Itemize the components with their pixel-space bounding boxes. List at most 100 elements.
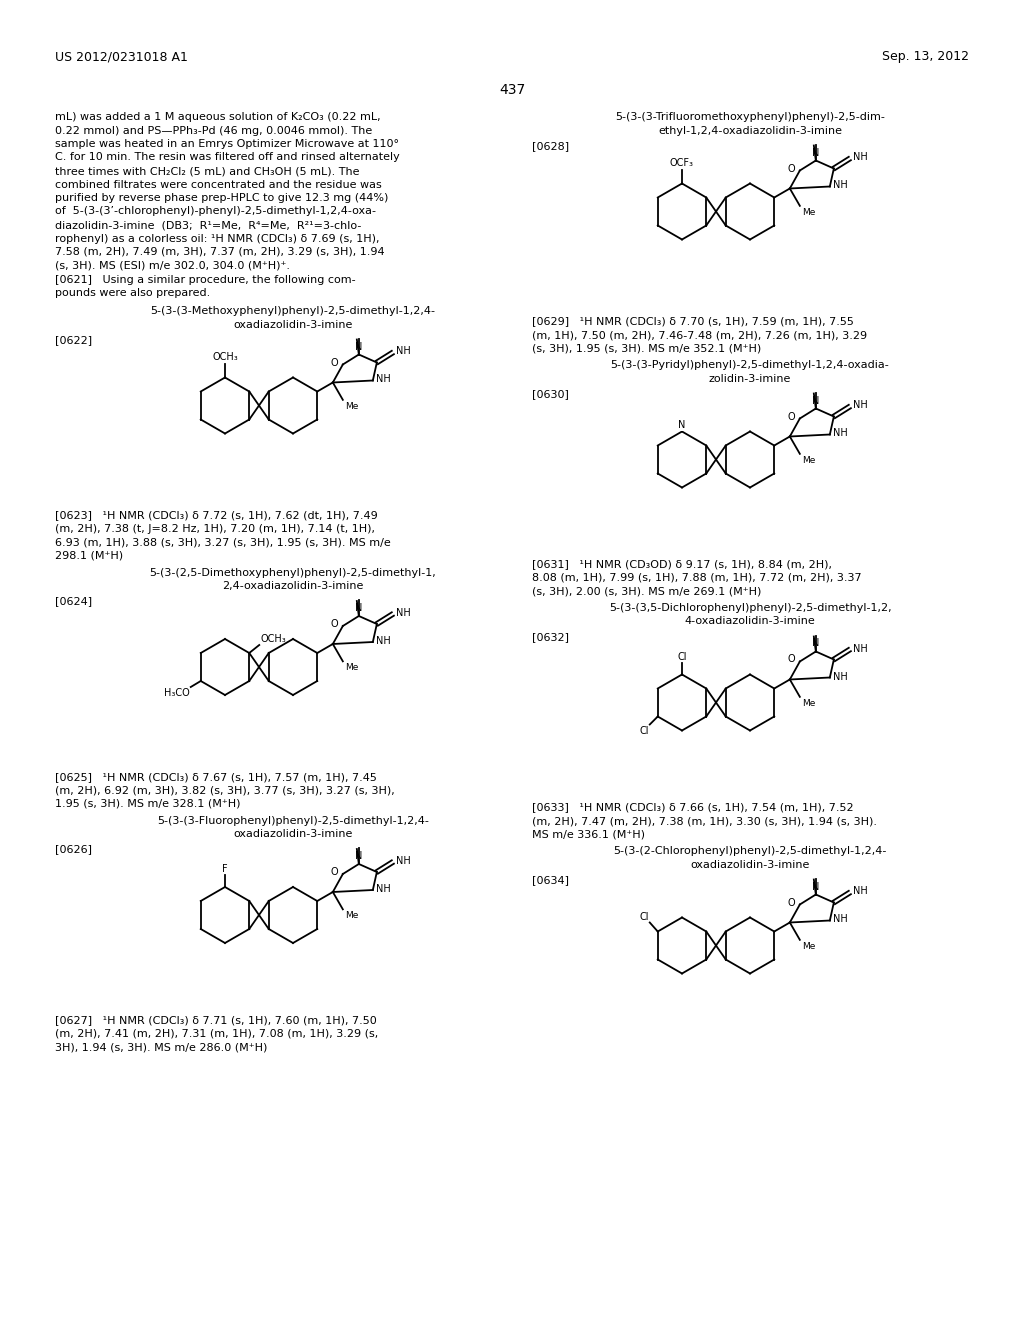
- Text: 5-(3-(2,5-Dimethoxyphenyl)phenyl)-2,5-dimethyl-1,: 5-(3-(2,5-Dimethoxyphenyl)phenyl)-2,5-di…: [150, 568, 436, 578]
- Text: Cl: Cl: [677, 652, 687, 661]
- Text: 8.08 (m, 1H), 7.99 (s, 1H), 7.88 (m, 1H), 7.72 (m, 2H), 3.37: 8.08 (m, 1H), 7.99 (s, 1H), 7.88 (m, 1H)…: [532, 573, 861, 583]
- Text: 3H), 1.94 (s, 3H). MS m/e 286.0 (M⁺H): 3H), 1.94 (s, 3H). MS m/e 286.0 (M⁺H): [55, 1041, 267, 1052]
- Text: (s, 3H). MS (ESI) m/e 302.0, 304.0 (M⁺H)⁺.: (s, 3H). MS (ESI) m/e 302.0, 304.0 (M⁺H)…: [55, 260, 290, 271]
- Text: NH: NH: [853, 153, 867, 162]
- Text: 5-(3-(3-Pyridyl)phenyl)-2,5-dimethyl-1,2,4-oxadia-: 5-(3-(3-Pyridyl)phenyl)-2,5-dimethyl-1,2…: [610, 360, 890, 370]
- Text: rophenyl) as a colorless oil: ¹H NMR (CDCl₃) δ 7.69 (s, 1H),: rophenyl) as a colorless oil: ¹H NMR (CD…: [55, 234, 380, 243]
- Text: NH: NH: [853, 887, 867, 896]
- Text: N: N: [812, 148, 819, 157]
- Text: [0633]   ¹H NMR (CDCl₃) δ 7.66 (s, 1H), 7.54 (m, 1H), 7.52: [0633] ¹H NMR (CDCl₃) δ 7.66 (s, 1H), 7.…: [532, 803, 854, 813]
- Text: OCF₃: OCF₃: [670, 158, 694, 169]
- Text: 1.95 (s, 3H). MS m/e 328.1 (M⁺H): 1.95 (s, 3H). MS m/e 328.1 (M⁺H): [55, 799, 241, 809]
- Text: 0.22 mmol) and PS—PPh₃-Pd (46 mg, 0.0046 mmol). The: 0.22 mmol) and PS—PPh₃-Pd (46 mg, 0.0046…: [55, 125, 373, 136]
- Text: 5-(3-(3-Fluorophenyl)phenyl)-2,5-dimethyl-1,2,4-: 5-(3-(3-Fluorophenyl)phenyl)-2,5-dimethy…: [157, 816, 429, 825]
- Text: N: N: [355, 603, 362, 612]
- Text: NH: NH: [396, 609, 411, 618]
- Text: O: O: [787, 164, 795, 173]
- Text: O: O: [787, 655, 795, 664]
- Text: Cl: Cl: [639, 726, 649, 735]
- Text: OCH₃: OCH₃: [260, 634, 286, 644]
- Text: 5-(3-(3-Methoxyphenyl)phenyl)-2,5-dimethyl-1,2,4-: 5-(3-(3-Methoxyphenyl)phenyl)-2,5-dimeth…: [151, 306, 435, 315]
- Text: [0628]: [0628]: [532, 141, 569, 150]
- Text: N: N: [812, 396, 819, 405]
- Text: OCH₃: OCH₃: [212, 352, 238, 363]
- Text: 6.93 (m, 1H), 3.88 (s, 3H), 3.27 (s, 3H), 1.95 (s, 3H). MS m/e: 6.93 (m, 1H), 3.88 (s, 3H), 3.27 (s, 3H)…: [55, 537, 391, 548]
- Text: Me: Me: [345, 664, 358, 672]
- Text: oxadiazolidin-3-imine: oxadiazolidin-3-imine: [233, 829, 352, 840]
- Text: NH: NH: [833, 181, 848, 190]
- Text: [0622]: [0622]: [55, 335, 92, 345]
- Text: US 2012/0231018 A1: US 2012/0231018 A1: [55, 50, 187, 63]
- Text: (m, 2H), 7.41 (m, 2H), 7.31 (m, 1H), 7.08 (m, 1H), 3.29 (s,: (m, 2H), 7.41 (m, 2H), 7.31 (m, 1H), 7.0…: [55, 1028, 378, 1039]
- Text: (m, 2H), 6.92 (m, 3H), 3.82 (s, 3H), 3.77 (s, 3H), 3.27 (s, 3H),: (m, 2H), 6.92 (m, 3H), 3.82 (s, 3H), 3.7…: [55, 785, 394, 796]
- Text: (m, 2H), 7.38 (t, J=8.2 Hz, 1H), 7.20 (m, 1H), 7.14 (t, 1H),: (m, 2H), 7.38 (t, J=8.2 Hz, 1H), 7.20 (m…: [55, 524, 375, 535]
- Text: Me: Me: [802, 942, 815, 950]
- Text: N: N: [812, 882, 819, 891]
- Text: 5-(3-(2-Chlorophenyl)phenyl)-2,5-dimethyl-1,2,4-: 5-(3-(2-Chlorophenyl)phenyl)-2,5-dimethy…: [613, 846, 887, 855]
- Text: NH: NH: [396, 346, 411, 356]
- Text: O: O: [787, 898, 795, 908]
- Text: 4-oxadiazolidin-3-imine: 4-oxadiazolidin-3-imine: [685, 616, 815, 627]
- Text: NH: NH: [833, 672, 848, 681]
- Text: NH: NH: [396, 855, 411, 866]
- Text: 298.1 (M⁺H): 298.1 (M⁺H): [55, 550, 123, 561]
- Text: (m, 1H), 7.50 (m, 2H), 7.46-7.48 (m, 2H), 7.26 (m, 1H), 3.29: (m, 1H), 7.50 (m, 2H), 7.46-7.48 (m, 2H)…: [532, 330, 867, 341]
- Text: pounds were also prepared.: pounds were also prepared.: [55, 289, 210, 298]
- Text: (s, 3H), 2.00 (s, 3H). MS m/e 269.1 (M⁺H): (s, 3H), 2.00 (s, 3H). MS m/e 269.1 (M⁺H…: [532, 586, 762, 597]
- Text: Me: Me: [345, 911, 358, 920]
- Text: [0631]   ¹H NMR (CD₃OD) δ 9.17 (s, 1H), 8.84 (m, 2H),: [0631] ¹H NMR (CD₃OD) δ 9.17 (s, 1H), 8.…: [532, 560, 831, 569]
- Text: O: O: [330, 358, 338, 367]
- Text: ethyl-1,2,4-oxadiazolidin-3-imine: ethyl-1,2,4-oxadiazolidin-3-imine: [658, 125, 842, 136]
- Text: 5-(3-(3,5-Dichlorophenyl)phenyl)-2,5-dimethyl-1,2,: 5-(3-(3,5-Dichlorophenyl)phenyl)-2,5-dim…: [608, 603, 891, 612]
- Text: NH: NH: [376, 375, 390, 384]
- Text: purified by reverse phase prep-HPLC to give 12.3 mg (44%): purified by reverse phase prep-HPLC to g…: [55, 193, 388, 203]
- Text: oxadiazolidin-3-imine: oxadiazolidin-3-imine: [233, 319, 352, 330]
- Text: [0629]   ¹H NMR (CDCl₃) δ 7.70 (s, 1H), 7.59 (m, 1H), 7.55: [0629] ¹H NMR (CDCl₃) δ 7.70 (s, 1H), 7.…: [532, 317, 854, 326]
- Text: [0627]   ¹H NMR (CDCl₃) δ 7.71 (s, 1H), 7.60 (m, 1H), 7.50: [0627] ¹H NMR (CDCl₃) δ 7.71 (s, 1H), 7.…: [55, 1015, 377, 1026]
- Text: N: N: [678, 420, 686, 429]
- Text: [0621]   Using a similar procedure, the following com-: [0621] Using a similar procedure, the fo…: [55, 275, 355, 285]
- Text: zolidin-3-imine: zolidin-3-imine: [709, 374, 792, 384]
- Text: [0632]: [0632]: [532, 632, 569, 642]
- Text: O: O: [787, 412, 795, 421]
- Text: [0625]   ¹H NMR (CDCl₃) δ 7.67 (s, 1H), 7.57 (m, 1H), 7.45: [0625] ¹H NMR (CDCl₃) δ 7.67 (s, 1H), 7.…: [55, 772, 377, 781]
- Text: Me: Me: [802, 698, 815, 708]
- Text: Me: Me: [345, 401, 358, 411]
- Text: NH: NH: [376, 636, 390, 645]
- Text: F: F: [222, 865, 227, 874]
- Text: O: O: [330, 867, 338, 876]
- Text: 437: 437: [499, 83, 525, 96]
- Text: Me: Me: [802, 207, 815, 216]
- Text: NH: NH: [833, 429, 848, 438]
- Text: (m, 2H), 7.47 (m, 2H), 7.38 (m, 1H), 3.30 (s, 3H), 1.94 (s, 3H).: (m, 2H), 7.47 (m, 2H), 7.38 (m, 1H), 3.3…: [532, 816, 877, 826]
- Text: NH: NH: [853, 644, 867, 653]
- Text: [0630]: [0630]: [532, 389, 569, 399]
- Text: (s, 3H), 1.95 (s, 3H). MS m/e 352.1 (M⁺H): (s, 3H), 1.95 (s, 3H). MS m/e 352.1 (M⁺H…: [532, 343, 761, 354]
- Text: NH: NH: [833, 915, 848, 924]
- Text: mL) was added a 1 M aqueous solution of K₂CO₃ (0.22 mL,: mL) was added a 1 M aqueous solution of …: [55, 112, 381, 121]
- Text: NH: NH: [376, 884, 390, 894]
- Text: O: O: [330, 619, 338, 630]
- Text: N: N: [355, 851, 362, 861]
- Text: C. for 10 min. The resin was filtered off and rinsed alternately: C. for 10 min. The resin was filtered of…: [55, 153, 399, 162]
- Text: 2,4-oxadiazolidin-3-imine: 2,4-oxadiazolidin-3-imine: [222, 581, 364, 591]
- Text: Cl: Cl: [639, 912, 649, 921]
- Text: N: N: [355, 342, 362, 351]
- Text: 7.58 (m, 2H), 7.49 (m, 3H), 7.37 (m, 2H), 3.29 (s, 3H), 1.94: 7.58 (m, 2H), 7.49 (m, 3H), 7.37 (m, 2H)…: [55, 247, 385, 257]
- Text: Sep. 13, 2012: Sep. 13, 2012: [882, 50, 969, 63]
- Text: three times with CH₂Cl₂ (5 mL) and CH₃OH (5 mL). The: three times with CH₂Cl₂ (5 mL) and CH₃OH…: [55, 166, 359, 176]
- Text: sample was heated in an Emrys Optimizer Microwave at 110°: sample was heated in an Emrys Optimizer …: [55, 139, 399, 149]
- Text: [0623]   ¹H NMR (CDCl₃) δ 7.72 (s, 1H), 7.62 (dt, 1H), 7.49: [0623] ¹H NMR (CDCl₃) δ 7.72 (s, 1H), 7.…: [55, 511, 378, 520]
- Text: [0634]: [0634]: [532, 875, 569, 884]
- Text: oxadiazolidin-3-imine: oxadiazolidin-3-imine: [690, 859, 810, 870]
- Text: combined filtrates were concentrated and the residue was: combined filtrates were concentrated and…: [55, 180, 382, 190]
- Text: 5-(3-(3-Trifluoromethoxyphenyl)phenyl)-2,5-dim-: 5-(3-(3-Trifluoromethoxyphenyl)phenyl)-2…: [615, 112, 885, 121]
- Text: Me: Me: [802, 455, 815, 465]
- Text: H₃CO: H₃CO: [164, 688, 189, 698]
- Text: of  5-(3-(3’-chlorophenyl)-phenyl)-2,5-dimethyl-1,2,4-oxa-: of 5-(3-(3’-chlorophenyl)-phenyl)-2,5-di…: [55, 206, 376, 216]
- Text: [0624]: [0624]: [55, 597, 92, 606]
- Text: [0626]: [0626]: [55, 845, 92, 854]
- Text: MS m/e 336.1 (M⁺H): MS m/e 336.1 (M⁺H): [532, 829, 645, 840]
- Text: NH: NH: [853, 400, 867, 411]
- Text: N: N: [812, 639, 819, 648]
